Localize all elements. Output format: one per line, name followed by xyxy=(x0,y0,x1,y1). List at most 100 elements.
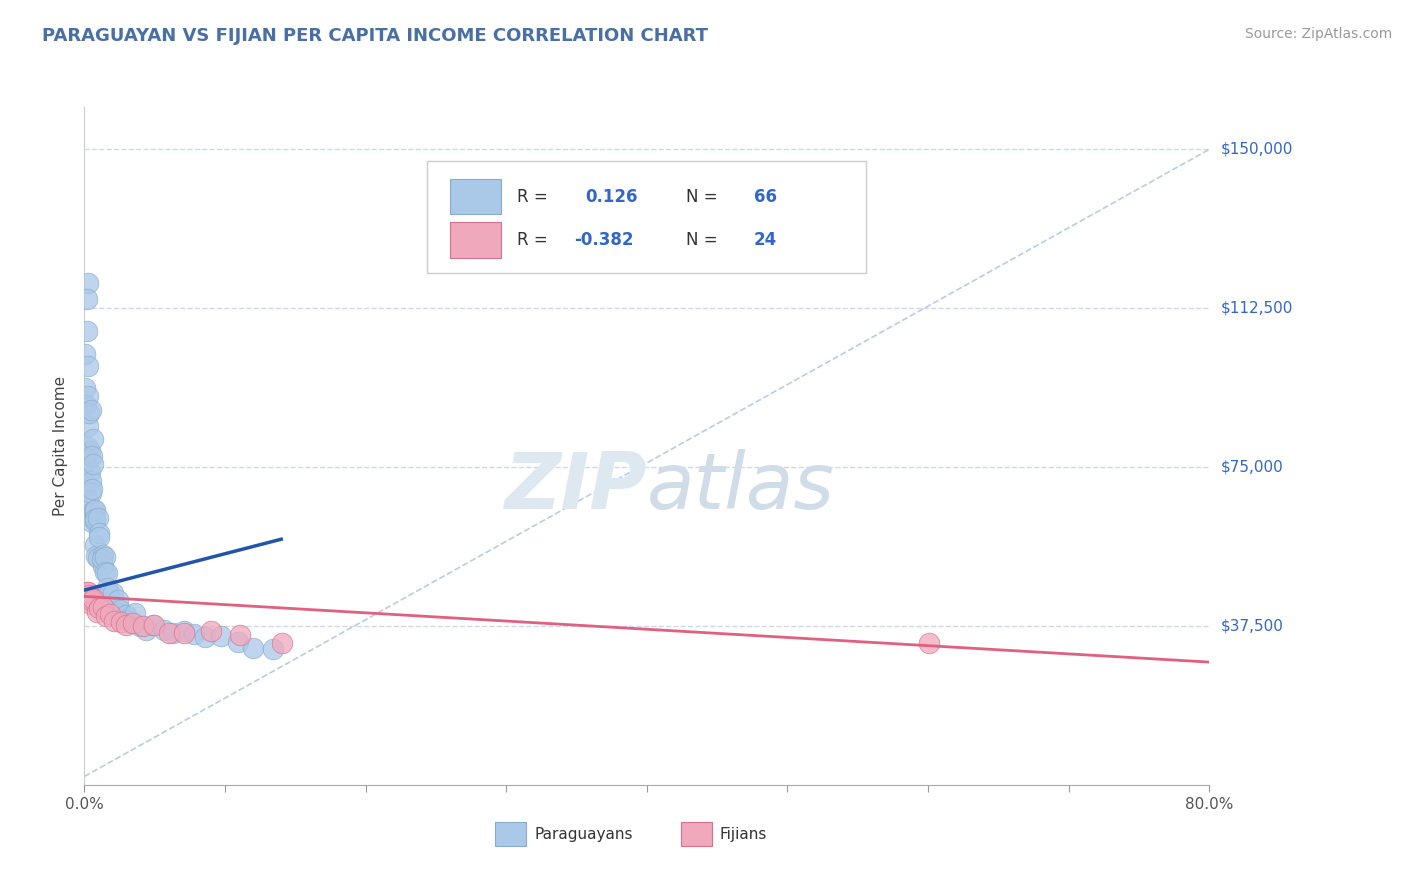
Point xyxy=(76,324,98,338)
Text: ZIP: ZIP xyxy=(505,449,647,524)
Point xyxy=(209,629,232,643)
Point xyxy=(157,626,180,640)
Point xyxy=(77,359,100,373)
Point xyxy=(80,486,103,500)
Point xyxy=(82,432,104,446)
Point xyxy=(918,636,941,650)
Text: N =: N = xyxy=(686,187,717,205)
Point xyxy=(76,418,98,433)
Text: $112,500: $112,500 xyxy=(1220,301,1292,316)
Point xyxy=(82,591,104,606)
Text: Source: ZipAtlas.com: Source: ZipAtlas.com xyxy=(1244,27,1392,41)
Point xyxy=(83,512,105,526)
Point xyxy=(193,630,215,644)
Text: N =: N = xyxy=(686,231,717,249)
Point xyxy=(162,625,184,640)
Point xyxy=(77,452,100,467)
Point xyxy=(173,624,195,638)
Point xyxy=(76,584,98,599)
Point xyxy=(80,482,103,496)
Text: 24: 24 xyxy=(754,231,778,249)
Point xyxy=(75,453,97,467)
Bar xyxy=(450,222,501,258)
Point xyxy=(96,608,118,623)
Point xyxy=(82,458,104,472)
Text: Paraguayans: Paraguayans xyxy=(534,827,633,842)
Point xyxy=(87,526,110,541)
Point xyxy=(242,641,264,656)
Point xyxy=(87,511,110,525)
Point xyxy=(91,600,114,615)
Point xyxy=(80,594,103,608)
Point xyxy=(79,443,101,458)
Point xyxy=(107,607,129,621)
Point xyxy=(76,476,98,491)
Point xyxy=(84,503,107,517)
Point xyxy=(76,292,98,306)
Point xyxy=(77,389,100,403)
Text: -0.382: -0.382 xyxy=(574,231,633,249)
Point xyxy=(98,607,121,621)
Point xyxy=(79,466,101,480)
Point xyxy=(80,597,103,611)
Point xyxy=(228,628,250,642)
Point xyxy=(115,613,138,627)
Point xyxy=(87,530,110,544)
Point xyxy=(98,586,121,600)
Point xyxy=(96,566,118,580)
Point xyxy=(75,398,97,412)
Text: 66: 66 xyxy=(754,187,776,205)
Point xyxy=(271,636,294,650)
Point xyxy=(89,600,111,615)
Point xyxy=(120,615,142,630)
Point xyxy=(124,606,146,620)
Point xyxy=(75,381,97,395)
Point xyxy=(79,403,101,417)
Point xyxy=(84,549,107,564)
Text: $37,500: $37,500 xyxy=(1220,618,1284,633)
Point xyxy=(132,619,155,633)
Bar xyxy=(495,822,526,846)
Point xyxy=(101,586,124,600)
Point xyxy=(115,617,138,632)
Point xyxy=(103,614,125,628)
Text: $150,000: $150,000 xyxy=(1220,142,1292,157)
FancyBboxPatch shape xyxy=(427,161,866,273)
Point xyxy=(97,584,120,599)
Point xyxy=(115,608,138,623)
Point xyxy=(87,551,110,566)
Point xyxy=(86,605,108,619)
Point xyxy=(135,624,157,638)
Point xyxy=(73,508,96,522)
Point xyxy=(91,548,114,562)
Point xyxy=(77,588,100,602)
Point xyxy=(83,503,105,517)
Point xyxy=(91,552,114,566)
Text: PARAGUAYAN VS FIJIAN PER CAPITA INCOME CORRELATION CHART: PARAGUAYAN VS FIJIAN PER CAPITA INCOME C… xyxy=(42,27,709,45)
Point xyxy=(75,347,97,361)
Point xyxy=(76,276,98,290)
Point xyxy=(91,559,114,574)
Text: R =: R = xyxy=(517,187,548,205)
Point xyxy=(75,588,97,602)
Point xyxy=(77,406,100,420)
Point xyxy=(110,615,132,630)
Point xyxy=(142,618,165,632)
Point xyxy=(94,550,117,565)
Point xyxy=(142,618,165,632)
Point xyxy=(200,624,222,639)
Bar xyxy=(681,822,711,846)
Text: atlas: atlas xyxy=(647,449,835,524)
Point xyxy=(77,440,100,454)
Text: $75,000: $75,000 xyxy=(1220,459,1284,475)
Text: 0.126: 0.126 xyxy=(585,187,637,205)
Point xyxy=(96,581,118,595)
Point xyxy=(262,642,284,657)
Point xyxy=(77,492,100,507)
Point xyxy=(75,446,97,460)
Point xyxy=(152,623,174,637)
Point xyxy=(226,634,249,648)
Point xyxy=(84,515,107,529)
Point xyxy=(173,625,195,640)
Bar xyxy=(450,179,501,214)
